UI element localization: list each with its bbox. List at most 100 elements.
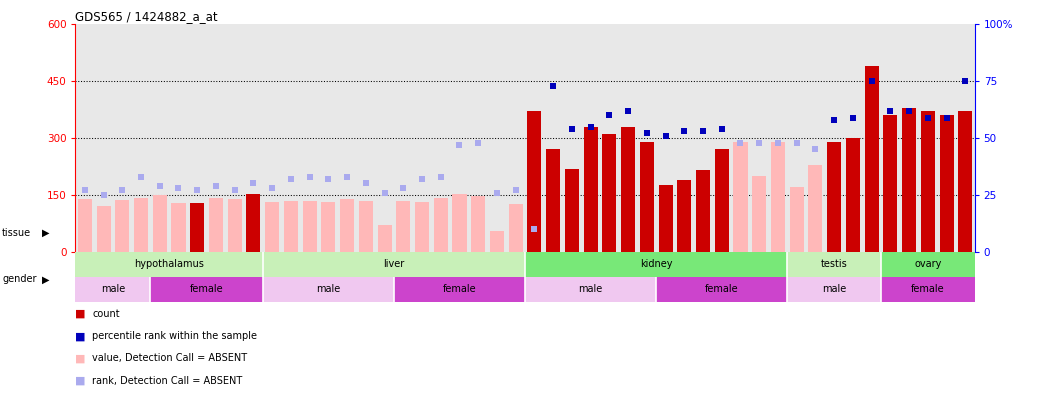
Bar bbox=[863, 24, 881, 252]
Bar bbox=[881, 252, 975, 277]
Bar bbox=[489, 231, 504, 252]
Text: testis: testis bbox=[821, 259, 848, 269]
Bar bbox=[806, 24, 825, 252]
Bar bbox=[451, 24, 468, 252]
Bar bbox=[937, 24, 956, 252]
Text: male: male bbox=[316, 284, 341, 294]
Bar bbox=[881, 24, 899, 252]
Bar bbox=[96, 206, 111, 252]
Bar bbox=[356, 24, 375, 252]
Text: female: female bbox=[442, 284, 476, 294]
Text: count: count bbox=[92, 309, 119, 319]
Bar bbox=[956, 24, 975, 252]
Text: ▶: ▶ bbox=[42, 275, 49, 284]
Bar bbox=[282, 24, 300, 252]
Bar bbox=[677, 180, 692, 252]
Bar bbox=[337, 24, 356, 252]
Bar bbox=[789, 187, 804, 252]
Bar bbox=[303, 200, 316, 252]
Bar bbox=[227, 198, 242, 252]
Text: kidney: kidney bbox=[640, 259, 673, 269]
Text: ■: ■ bbox=[75, 331, 86, 341]
Bar bbox=[618, 24, 637, 252]
Bar bbox=[322, 202, 335, 252]
Bar bbox=[750, 24, 768, 252]
Bar bbox=[844, 24, 863, 252]
Bar bbox=[78, 198, 92, 252]
Bar bbox=[468, 24, 487, 252]
Bar bbox=[506, 24, 525, 252]
Bar bbox=[787, 24, 806, 252]
Text: female: female bbox=[911, 284, 944, 294]
Bar bbox=[732, 24, 749, 252]
Bar bbox=[584, 127, 597, 252]
Bar bbox=[263, 24, 282, 252]
Text: male: male bbox=[578, 284, 603, 294]
Bar bbox=[153, 195, 167, 252]
Bar bbox=[525, 252, 787, 277]
Bar bbox=[415, 202, 429, 252]
Bar bbox=[434, 198, 447, 252]
Text: male: male bbox=[822, 284, 847, 294]
Bar bbox=[394, 277, 525, 302]
Bar bbox=[525, 24, 544, 252]
Bar bbox=[563, 24, 582, 252]
Bar bbox=[713, 24, 732, 252]
Bar bbox=[113, 24, 132, 252]
Bar bbox=[284, 201, 298, 252]
Bar bbox=[918, 24, 937, 252]
Bar bbox=[827, 142, 842, 252]
Bar bbox=[787, 252, 881, 277]
Bar bbox=[656, 24, 675, 252]
Text: hypothalamus: hypothalamus bbox=[134, 259, 204, 269]
Bar bbox=[846, 138, 860, 252]
Text: percentile rank within the sample: percentile rank within the sample bbox=[92, 331, 257, 341]
Bar bbox=[544, 24, 563, 252]
Bar bbox=[94, 24, 113, 252]
Bar bbox=[169, 24, 188, 252]
Bar bbox=[603, 134, 616, 252]
Bar bbox=[565, 169, 578, 252]
Bar bbox=[865, 66, 878, 252]
Text: female: female bbox=[705, 284, 739, 294]
Text: ■: ■ bbox=[75, 376, 86, 386]
Bar bbox=[319, 24, 337, 252]
Bar bbox=[150, 277, 263, 302]
Bar bbox=[582, 24, 599, 252]
Bar bbox=[358, 200, 373, 252]
Bar bbox=[787, 277, 881, 302]
Bar bbox=[246, 194, 261, 252]
Bar bbox=[921, 111, 935, 252]
Text: gender: gender bbox=[2, 275, 37, 284]
Bar bbox=[375, 24, 394, 252]
Bar bbox=[188, 24, 206, 252]
Bar bbox=[734, 142, 747, 252]
Bar bbox=[696, 170, 711, 252]
Bar bbox=[300, 24, 319, 252]
Bar bbox=[902, 108, 916, 252]
Text: female: female bbox=[190, 284, 223, 294]
Bar bbox=[525, 277, 656, 302]
Bar bbox=[263, 252, 525, 277]
Bar bbox=[881, 277, 975, 302]
Bar bbox=[432, 24, 451, 252]
Bar bbox=[527, 111, 542, 252]
Bar bbox=[413, 24, 432, 252]
Bar bbox=[472, 196, 485, 252]
Text: ▶: ▶ bbox=[42, 228, 49, 238]
Bar bbox=[487, 24, 506, 252]
Bar bbox=[656, 277, 787, 302]
Bar bbox=[75, 277, 150, 302]
Bar bbox=[190, 203, 204, 252]
Bar bbox=[675, 24, 694, 252]
Bar bbox=[263, 277, 394, 302]
Bar bbox=[808, 164, 823, 252]
Bar bbox=[694, 24, 713, 252]
Bar bbox=[132, 24, 151, 252]
Text: ■: ■ bbox=[75, 354, 86, 363]
Bar bbox=[715, 149, 728, 252]
Text: liver: liver bbox=[384, 259, 405, 269]
Bar bbox=[825, 24, 844, 252]
Bar bbox=[939, 115, 954, 252]
Bar bbox=[115, 200, 129, 252]
